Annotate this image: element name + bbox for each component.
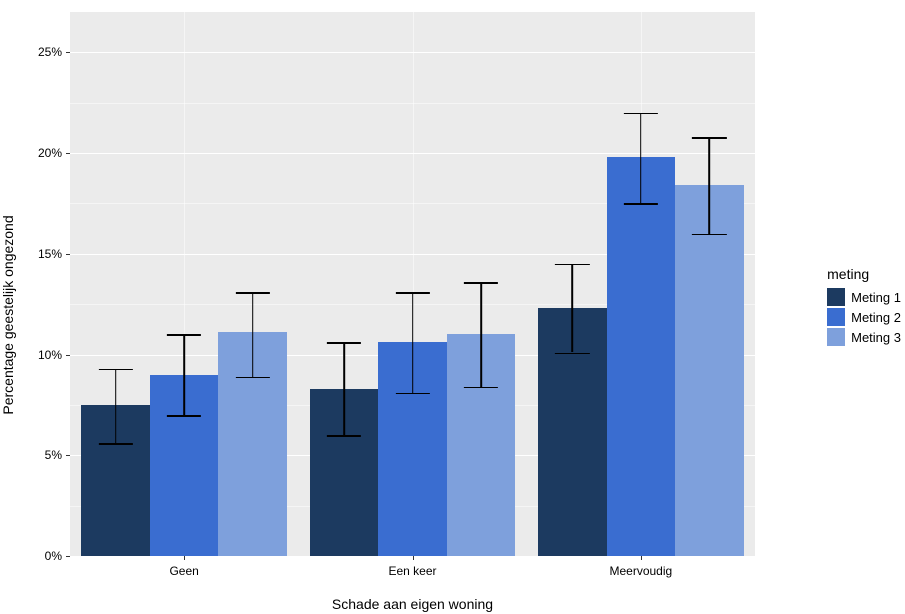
error-cap <box>99 369 133 371</box>
y-tick-mark <box>66 153 70 154</box>
legend-swatch <box>827 328 845 346</box>
error-bar <box>115 369 117 444</box>
legend-item: Meting 3 <box>827 328 901 346</box>
error-bar <box>183 334 185 415</box>
error-cap <box>555 264 589 266</box>
legend-swatch <box>827 288 845 306</box>
error-cap <box>327 435 361 437</box>
error-cap <box>236 292 270 294</box>
bar <box>675 185 744 556</box>
error-cap <box>395 393 429 395</box>
legend: meting Meting 1 Meting 2 Meting 3 <box>827 266 901 348</box>
error-cap <box>624 203 658 205</box>
y-tick-label: 5% <box>45 448 62 462</box>
legend-item: Meting 1 <box>827 288 901 306</box>
y-tick-mark <box>66 455 70 456</box>
chart-container: Percentage geestelijk ongezond 0%5%10%15… <box>0 0 905 614</box>
y-tick-label: 0% <box>45 549 62 563</box>
y-tick-label: 25% <box>38 45 62 59</box>
x-tick-mark <box>184 556 185 560</box>
x-tick-label: Een keer <box>388 564 436 578</box>
x-tick-mark <box>413 556 414 560</box>
bar <box>607 157 676 556</box>
error-bar <box>480 282 482 387</box>
x-tick-mark <box>641 556 642 560</box>
error-cap <box>327 342 361 344</box>
error-cap <box>692 234 726 236</box>
legend-item: Meting 2 <box>827 308 901 326</box>
error-cap <box>464 282 498 284</box>
legend-title: meting <box>827 266 901 282</box>
x-tick-label: Geen <box>169 564 198 578</box>
y-tick-mark <box>66 355 70 356</box>
y-tick-mark <box>66 254 70 255</box>
y-axis-title: Percentage geestelijk ongezond <box>0 215 16 414</box>
legend-label: Meting 3 <box>851 330 901 345</box>
error-cap <box>236 377 270 379</box>
x-axis-title: Schade aan eigen woning <box>70 596 755 612</box>
error-cap <box>167 334 201 336</box>
error-cap <box>692 137 726 139</box>
legend-swatch <box>827 308 845 326</box>
error-bar <box>252 292 254 377</box>
y-tick-label: 20% <box>38 146 62 160</box>
error-cap <box>464 387 498 389</box>
error-bar <box>572 264 574 353</box>
error-bar <box>412 292 414 393</box>
error-cap <box>395 292 429 294</box>
y-tick-mark <box>66 556 70 557</box>
legend-label: Meting 1 <box>851 290 901 305</box>
error-bar <box>343 342 345 435</box>
y-tick-mark <box>66 52 70 53</box>
legend-label: Meting 2 <box>851 310 901 325</box>
y-tick-label: 10% <box>38 348 62 362</box>
error-cap <box>555 353 589 355</box>
error-bar <box>709 137 711 234</box>
plot-area: 0%5%10%15%20%25%GeenEen keerMeervoudig <box>70 12 755 556</box>
y-tick-label: 15% <box>38 247 62 261</box>
x-tick-label: Meervoudig <box>609 564 672 578</box>
error-bar <box>640 113 642 204</box>
error-cap <box>624 113 658 115</box>
error-cap <box>99 443 133 445</box>
error-cap <box>167 415 201 417</box>
